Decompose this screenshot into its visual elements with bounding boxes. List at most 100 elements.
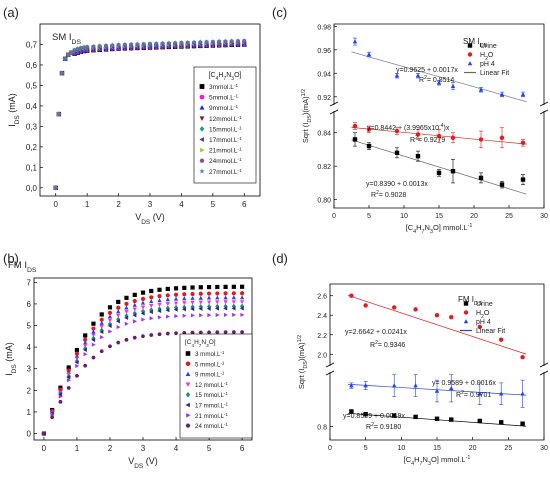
data-point [394, 128, 400, 134]
data-point [223, 330, 228, 334]
x-tick-label: 0 [328, 445, 332, 452]
data-point [190, 295, 195, 300]
x-tick-label: 0 [53, 200, 58, 209]
data-point [41, 431, 47, 436]
data-point [206, 291, 212, 296]
legend-marker [199, 94, 205, 100]
data-point [413, 307, 418, 312]
data-point [81, 44, 87, 50]
data-point [191, 39, 197, 45]
data-point [223, 284, 228, 289]
data-point [235, 37, 241, 43]
x-tick-label: 3 [141, 444, 146, 453]
data-point [134, 41, 140, 46]
data-point [147, 40, 153, 46]
data-point [499, 420, 504, 425]
data-point [415, 73, 421, 78]
x-tick-label: 1 [85, 200, 90, 209]
series-0 [351, 132, 527, 195]
data-point [181, 307, 186, 312]
data-point [75, 363, 80, 369]
data-point [107, 314, 113, 319]
data-point [198, 330, 203, 335]
legend-marker [199, 126, 205, 132]
fit-annotation: y=0.8529 + 0.0019x [343, 413, 405, 420]
data-point [239, 295, 245, 300]
data-point [349, 383, 354, 388]
data-point [182, 292, 187, 297]
data-point [160, 40, 166, 46]
data-point [91, 321, 96, 326]
data-point [65, 52, 71, 57]
data-point [182, 296, 187, 301]
fit-line [351, 51, 527, 103]
data-point [149, 288, 154, 294]
data-point [107, 310, 113, 315]
chart-panel-d: 0 5 10 15 20 25 30 2.0 2.2 2.4 2.6 0.8 FM IDS [C4H7N3… [297, 283, 549, 467]
fit-annotation: R2= 0.9279 [410, 135, 445, 144]
data-point [215, 295, 220, 300]
data-point [68, 50, 74, 55]
x-tick-label: 10 [397, 445, 405, 452]
legend-marker [185, 371, 191, 376]
data-point [392, 413, 397, 418]
data-point [157, 294, 162, 299]
data-point [67, 378, 71, 383]
y-tick-label: 2.4 [317, 313, 327, 320]
legend-marker [199, 158, 205, 163]
data-point [116, 41, 122, 47]
legend-marker [199, 137, 204, 142]
data-point [173, 292, 179, 297]
data-point [223, 291, 228, 296]
data-point [241, 37, 247, 43]
series-8 [53, 37, 247, 190]
data-point [91, 326, 96, 331]
data-point [91, 333, 96, 338]
data-point [223, 300, 228, 305]
data-point [124, 321, 129, 326]
x-tick-label: 20 [469, 445, 477, 452]
data-point [108, 329, 113, 334]
fit-annotation: y= 0.9589 + 0.0016x [432, 380, 496, 387]
y-tick-label: 5 [27, 322, 32, 331]
data-point [197, 39, 203, 44]
data-point [352, 123, 358, 129]
data-point [198, 304, 203, 310]
data-point [165, 286, 170, 292]
data-point [74, 353, 80, 358]
axis-break-mark [539, 370, 549, 376]
series-1 [347, 293, 527, 360]
data-point [204, 38, 210, 44]
data-point [82, 347, 87, 352]
panel-label-d: (d) [272, 251, 288, 266]
data-point [124, 301, 129, 306]
y-tick-label: 0.96 [317, 48, 331, 55]
data-point [477, 418, 482, 424]
data-point [499, 135, 505, 140]
data-point [165, 293, 170, 298]
data-point [124, 315, 129, 320]
data-point [450, 135, 456, 140]
y-tick-label: 0.94 [317, 71, 331, 78]
legend-label: 24 mmol.L-1 [195, 422, 228, 431]
data-point [50, 415, 55, 420]
fit-annotation: R2= 0.9028 [371, 190, 406, 199]
data-point [520, 177, 526, 182]
data-point [157, 298, 162, 303]
data-point [74, 373, 80, 378]
x-tick-label: 6 [242, 200, 247, 209]
data-point [74, 351, 80, 356]
x-tick-label: 5 [211, 200, 216, 209]
data-point [434, 416, 440, 421]
data-point [99, 349, 104, 354]
legend-marker [199, 84, 205, 89]
legend-label: 3mmol.L-1 [209, 83, 238, 92]
legend-title: [C4H7N3O] [185, 339, 216, 348]
data-point [206, 285, 212, 290]
x-tick-label: 30 [540, 213, 548, 220]
data-point [72, 46, 78, 52]
data-point [74, 360, 79, 365]
data-point [182, 313, 187, 318]
y-axis-label: Sqrt (IDS)(mA)1/2 [301, 89, 313, 143]
